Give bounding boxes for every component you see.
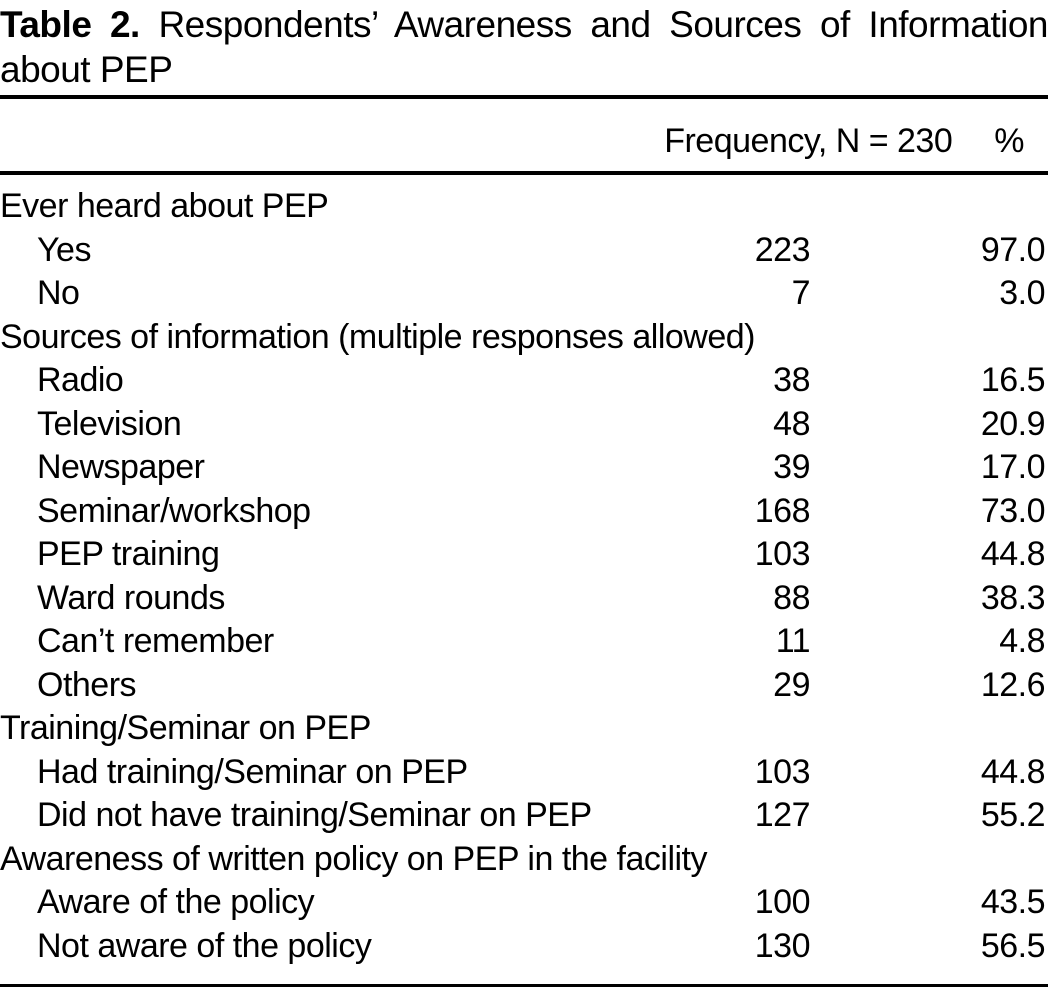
row-label: Seminar/workshop <box>37 491 311 530</box>
row-label: Yes <box>37 230 91 269</box>
percent-value: 12.6 <box>980 665 1046 704</box>
table-row: Aware of the policy 100 43.5 <box>0 881 1048 925</box>
percent-value <box>875 316 1048 360</box>
frequency-value: 48 <box>773 404 810 443</box>
table-title-line2: about PEP <box>0 49 173 90</box>
row-label: Did not have training/Seminar on PEP <box>37 796 592 834</box>
row-label: No <box>37 274 80 312</box>
section-row: Ever heard about PEP <box>0 185 1048 229</box>
section-row: Awareness of written policy on PEP in th… <box>0 838 1048 882</box>
table-row: Radio 38 16.5 <box>0 359 1048 403</box>
row-label: Can’t remember <box>37 622 274 660</box>
percent-value: 16.5 <box>980 361 1046 399</box>
column-header-row: Frequency, N = 230 % <box>0 99 1048 171</box>
frequency-value: 7 <box>791 274 811 312</box>
table-body: Ever heard about PEP Yes 223 97.0 No 7 3… <box>0 175 1048 968</box>
frequency-value: 130 <box>754 926 811 965</box>
table-number-label: Table 2. <box>0 4 140 45</box>
frequency-value: 39 <box>773 448 810 486</box>
table-row: Newspaper 39 17.0 <box>0 446 1048 490</box>
table-title-text: Respondents’ Awareness and Sources of In… <box>158 4 1048 45</box>
row-label: Sources of information (multiple respons… <box>0 317 755 356</box>
percent-column-header: % <box>994 122 1024 160</box>
frequency-value: 168 <box>754 491 811 530</box>
percent-value <box>810 185 1048 229</box>
percent-value: 38.3 <box>980 578 1046 617</box>
frequency-value: 103 <box>754 752 811 791</box>
frequency-value: 100 <box>754 883 811 921</box>
section-row: Sources of information (multiple respons… <box>0 316 1048 360</box>
table-row: Yes 223 97.0 <box>0 229 1048 273</box>
percent-value <box>827 838 1048 882</box>
percent-value: 20.9 <box>980 404 1046 443</box>
table-row: Others 29 12.6 <box>0 664 1048 708</box>
table-row: Did not have training/Seminar on PEP 127… <box>0 794 1048 838</box>
percent-value: 73.0 <box>980 491 1046 530</box>
row-label: Others <box>37 665 137 704</box>
row-label: Not aware of the policy <box>37 926 372 965</box>
frequency-value <box>690 707 810 751</box>
row-label: Ever heard about PEP <box>0 187 329 225</box>
row-label: Ward rounds <box>37 578 225 617</box>
frequency-column-header: Frequency, N = 230 <box>664 122 953 160</box>
percent-value: 4.8 <box>999 622 1045 660</box>
percent-value <box>810 707 1048 751</box>
percent-value: 3.0 <box>999 274 1045 312</box>
row-label: Had training/Seminar on PEP <box>37 752 468 791</box>
bottom-rule <box>0 984 1048 987</box>
table-row: Had training/Seminar on PEP 103 44.8 <box>0 751 1048 795</box>
percent-value: 97.0 <box>980 230 1046 269</box>
frequency-value: 38 <box>773 361 810 399</box>
row-label: Aware of the policy <box>37 883 315 921</box>
table-row: Not aware of the policy 130 56.5 <box>0 925 1048 969</box>
table-title-line1: Table 2. Respondents’ Awareness and Sour… <box>0 2 1048 47</box>
frequency-value <box>690 185 810 229</box>
frequency-value: 127 <box>754 796 811 834</box>
percent-value: 44.8 <box>980 752 1046 791</box>
frequency-value: 103 <box>754 535 811 573</box>
row-label: PEP training <box>37 535 220 573</box>
row-label: Television <box>37 404 182 443</box>
table-row: PEP training 103 44.8 <box>0 533 1048 577</box>
table-row: Ward rounds 88 38.3 <box>0 577 1048 621</box>
frequency-value: 223 <box>754 230 811 269</box>
percent-value: 43.5 <box>980 883 1046 921</box>
frequency-value: 29 <box>773 665 810 704</box>
table-row: Television 48 20.9 <box>0 403 1048 447</box>
row-label: Training/Seminar on PEP <box>0 709 371 747</box>
percent-value: 56.5 <box>980 926 1046 965</box>
table-row: Seminar/workshop 168 73.0 <box>0 490 1048 534</box>
top-rule <box>0 95 1048 99</box>
frequency-value: 88 <box>773 578 810 617</box>
row-label: Awareness of written policy on PEP in th… <box>0 839 708 878</box>
table-row: No 7 3.0 <box>0 272 1048 316</box>
table-row: Can’t remember 11 4.8 <box>0 620 1048 664</box>
percent-value: 44.8 <box>980 535 1046 573</box>
table-title: Table 2. Respondents’ Awareness and Sour… <box>0 2 1048 92</box>
section-row: Training/Seminar on PEP <box>0 707 1048 751</box>
frequency-value: 11 <box>775 622 811 660</box>
header-rule <box>0 171 1048 175</box>
row-label: Newspaper <box>37 448 205 486</box>
frequency-value <box>707 838 827 882</box>
row-label: Radio <box>37 361 124 399</box>
frequency-value <box>755 316 875 360</box>
percent-value: 55.2 <box>980 796 1046 834</box>
percent-value: 17.0 <box>980 448 1046 486</box>
